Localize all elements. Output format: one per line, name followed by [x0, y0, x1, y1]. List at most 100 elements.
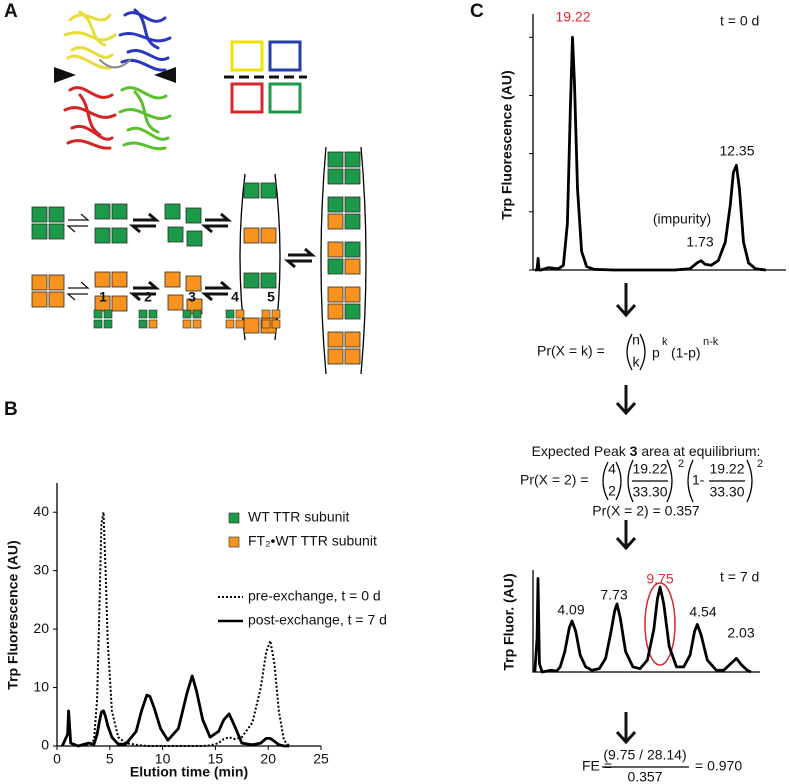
subunit-square [164, 203, 181, 220]
y-axis-label: Trp Fluorescence (AU) [499, 70, 515, 219]
peak-label: 7.73 [600, 587, 627, 603]
subunit-square [344, 151, 361, 168]
legend-label: post-exchange, t = 7 d [248, 612, 387, 628]
subunit-square [138, 309, 148, 319]
parenthesis [639, 333, 646, 371]
peak-label: 1 [99, 289, 107, 305]
panel-letter: A [4, 1, 18, 22]
heading-part: 3 [630, 443, 638, 459]
legend-label: WT TTR subunit [248, 509, 350, 525]
peak-label: 19.22 [555, 9, 590, 25]
subunit-square [260, 182, 277, 199]
parenthesis [746, 459, 753, 503]
equation-text: 0.357 [627, 769, 662, 784]
subunit-square [327, 196, 344, 213]
peak-label: 4 [231, 289, 239, 305]
parenthesis [627, 459, 634, 503]
subunit-square [138, 319, 148, 329]
parenthesis [626, 333, 633, 371]
peak-label: 4.54 [689, 604, 716, 620]
subunit-square [344, 348, 361, 365]
arrowhead-marker [54, 67, 76, 83]
x-axis-label: Elution time (min) [130, 764, 248, 780]
subunit-square [167, 294, 184, 311]
subunit-square [327, 303, 344, 320]
highlight-circle [644, 582, 676, 666]
equation-text: n-k [703, 336, 719, 348]
equilibrium-arrow [200, 292, 228, 302]
peak-label: 4.09 [557, 602, 584, 618]
subunit-square [94, 295, 111, 312]
equation-text: k [662, 336, 668, 348]
parenthesis [602, 461, 609, 501]
subunit-square [327, 348, 344, 365]
subunit-square [167, 226, 184, 243]
equation-text: (9.75 / 28.14) [603, 747, 686, 763]
parenthesis [666, 459, 673, 503]
subunit-schematic [224, 40, 307, 114]
y-tick-label: 30 [33, 561, 49, 577]
equation-text: n [632, 332, 640, 348]
subunit-square [31, 291, 48, 308]
subunit-square [31, 223, 48, 240]
subunit-square [111, 203, 128, 220]
protein-structure [63, 8, 172, 151]
subunit-square [344, 168, 361, 185]
subunit-square [48, 274, 65, 291]
annotation: t = 7 d [720, 569, 759, 585]
subunit-square [243, 227, 260, 244]
subunit-square [235, 309, 245, 319]
x-tick-label: 25 [313, 751, 329, 767]
equilibrium-arrow [128, 292, 156, 302]
subunit-square [327, 213, 344, 230]
x-tick-label: 10 [155, 751, 171, 767]
subunit-square [164, 271, 181, 288]
flow-arrow [615, 730, 637, 745]
subunit-square [94, 203, 111, 220]
heading-part: area at equilibrium: [637, 443, 760, 459]
y-tick-label: 20 [33, 620, 49, 636]
subunit-square [327, 258, 344, 275]
legend-label: FT₂•WT TTR subunit [248, 533, 377, 549]
subunit-square [327, 331, 344, 348]
axis-line [532, 570, 760, 673]
equilibrium-arrow [283, 259, 312, 269]
flow-arrow [615, 303, 637, 318]
equilibrium-arrow [66, 225, 88, 233]
subunit-square [182, 309, 192, 319]
subunit-square [111, 227, 128, 244]
x-tick-label: 0 [53, 751, 61, 767]
subunit-square [327, 241, 344, 258]
subunit-square [344, 258, 361, 275]
equation-text: FE = [582, 758, 612, 774]
peak-label: 1.73 [686, 234, 713, 250]
subunit-square [93, 309, 103, 319]
equilibrium-arrow [133, 280, 161, 290]
legend-swatch [228, 536, 240, 548]
y-tick-label: 40 [33, 503, 49, 519]
equation-text: 2 [678, 458, 684, 470]
subunit-square [93, 319, 103, 329]
subunit-square [148, 309, 158, 319]
peak-label: 2.03 [727, 625, 754, 641]
subunit-square [260, 227, 277, 244]
subunit-square [225, 319, 235, 329]
equation-text: (1-p) [671, 345, 701, 361]
y-tick-label: 0 [41, 737, 49, 753]
subunit-square [185, 207, 202, 224]
equation-text: 33.30 [632, 484, 667, 500]
x-tick-label: 15 [208, 751, 224, 767]
equation-text: 19.22 [632, 461, 667, 477]
subunit-square [243, 272, 260, 289]
subunit-square [192, 309, 202, 319]
subunit-square [344, 286, 361, 303]
equilibrium-arrow [128, 224, 156, 234]
subunit-square [31, 274, 48, 291]
subunit-square [243, 182, 260, 199]
series-line [535, 35, 766, 272]
equilibrium-arrow [133, 212, 161, 222]
subunit-square [261, 319, 271, 329]
heading-part: Expected Peak [532, 443, 630, 459]
series-line [61, 511, 291, 747]
subunit-square [327, 286, 344, 303]
